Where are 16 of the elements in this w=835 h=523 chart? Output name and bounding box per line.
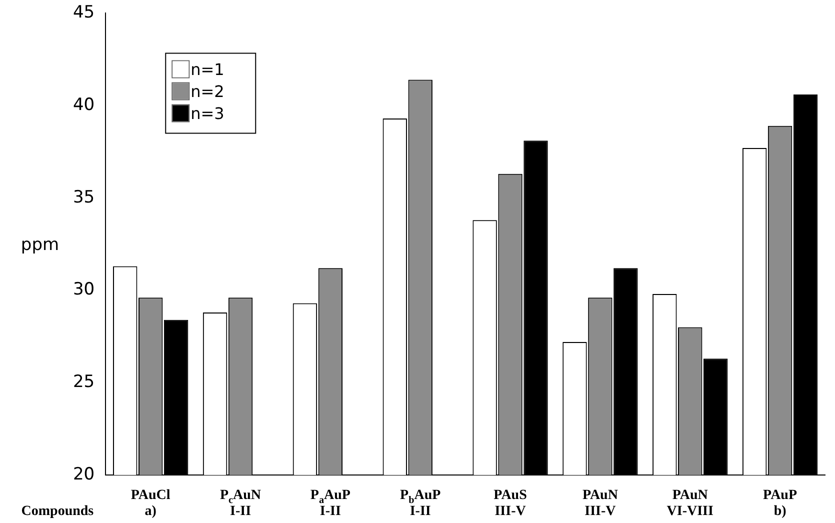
- x-tick-label: PAuS III-V: [494, 488, 528, 519]
- legend-label: n=1: [190, 60, 224, 80]
- y-tick-label: 20: [72, 464, 95, 484]
- x-axis-title: Compounds: [21, 504, 94, 519]
- y-tick-label: 25: [72, 372, 95, 392]
- y-tick-label: 30: [72, 280, 95, 300]
- legend-label: n=2: [190, 82, 224, 102]
- x-tick-label: PAuCl a): [130, 488, 170, 519]
- legend-label: n=3: [190, 104, 224, 124]
- x-tick-label: PAuN VI-VIII: [666, 488, 714, 519]
- y-tick-label: 40: [72, 94, 95, 115]
- x-tick-label: PAuP b): [763, 488, 798, 519]
- x-tick-label: PAuN III-V: [582, 488, 618, 519]
- y-axis-title: ppm: [20, 235, 60, 256]
- y-tick-label: 35: [72, 187, 95, 208]
- y-tick-label: 45: [72, 2, 95, 23]
